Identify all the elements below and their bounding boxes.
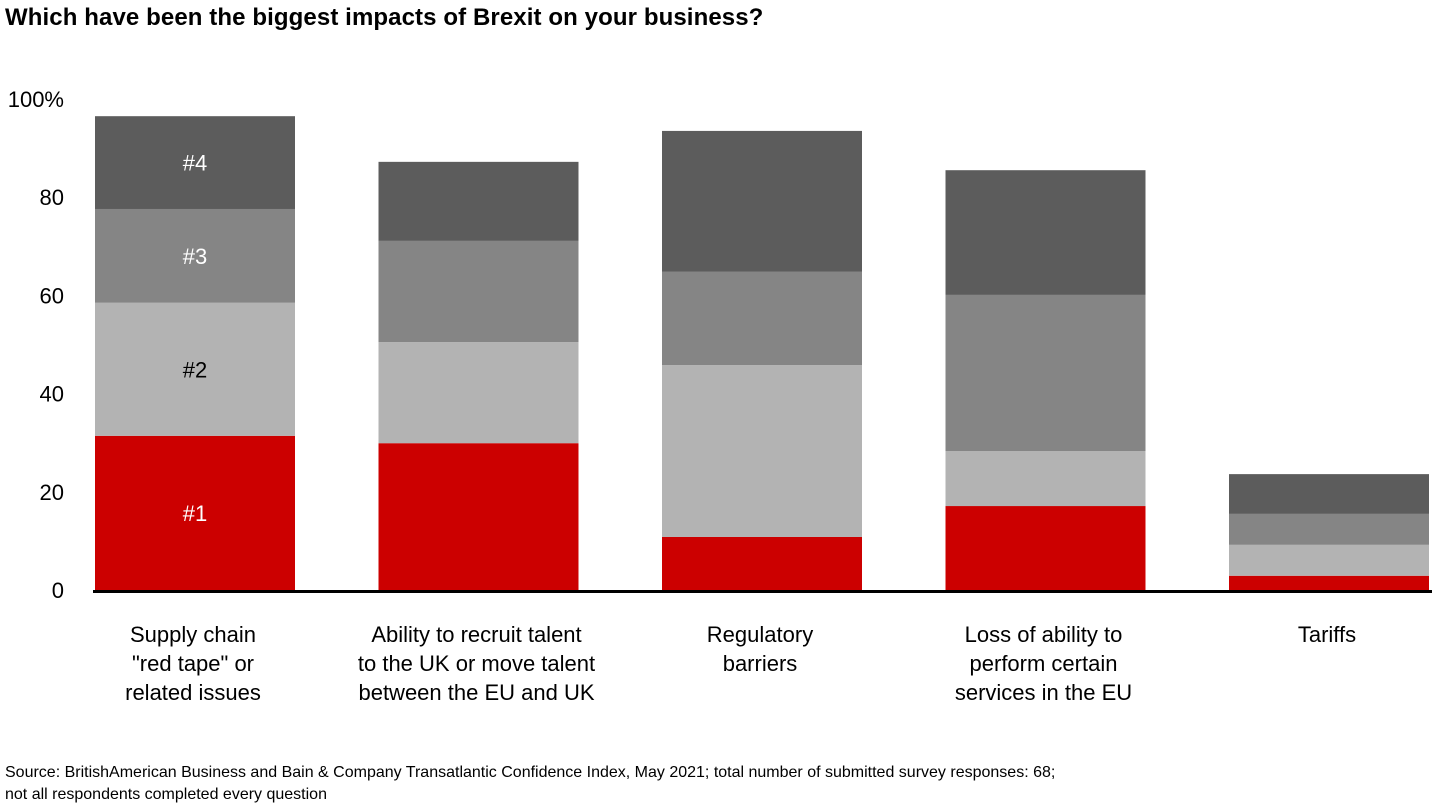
bar-segment-rank2	[1229, 544, 1429, 576]
y-tick-label: 40	[40, 382, 64, 407]
x-category-label-line: barriers	[723, 651, 798, 676]
y-tick-label: 0	[52, 578, 64, 603]
source-line-1: Source: BritishAmerican Business and Bai…	[5, 764, 1056, 781]
chart-title: Which have been the biggest impacts of B…	[5, 4, 764, 31]
bar-stack: #1 #2 #3 #4	[95, 116, 295, 590]
bar-segment-rank2	[95, 302, 295, 436]
x-category-label-line: Supply chain	[130, 622, 256, 647]
bar-segment-rank1	[945, 506, 1146, 590]
bar-segment-rank4	[662, 130, 862, 272]
source-line-2: not all respondents completed every ques…	[5, 786, 327, 803]
x-category-label-line: Regulatory	[707, 622, 813, 647]
bar-segment-rank2	[378, 342, 579, 444]
x-category-label-line: related issues	[125, 680, 261, 705]
x-category-label: Tariffs	[1298, 622, 1356, 647]
bar-segment-rank1	[1229, 575, 1429, 590]
bar-segment-rank1	[378, 443, 579, 590]
bar-segment-rank4	[945, 170, 1146, 295]
x-category-label-line: "red tape" or	[132, 651, 254, 676]
source-note: Source: BritishAmerican Business and Bai…	[5, 762, 1055, 806]
stacked-bar-chart: #1 #2 #3 #4 0 20 40 60 80 100% Supply chain "red …	[8, 87, 1432, 705]
segment-rank-label: #1	[183, 501, 207, 526]
x-category-label-line: perform certain	[970, 651, 1118, 676]
x-category-label: Regulatory barriers	[707, 622, 813, 676]
bar-stack	[1229, 474, 1429, 590]
bar-segment-rank3	[662, 271, 862, 366]
segment-rank-label: #3	[183, 244, 207, 269]
y-tick-label: 100%	[8, 87, 64, 112]
bar-stack	[378, 161, 579, 590]
bar-segment-rank1	[662, 536, 862, 590]
x-axis-labels: Supply chain "red tape" or related issues A…	[125, 622, 1356, 705]
x-category-label: Loss of ability to perform certain service…	[955, 622, 1132, 705]
y-tick-label: 80	[40, 185, 64, 210]
bar-segment-rank4	[378, 161, 579, 241]
x-category-label-line: to the UK or move talent	[358, 651, 595, 676]
bar-stack	[945, 170, 1146, 590]
bar-segment-rank2	[945, 451, 1146, 507]
segment-rank-label: #2	[183, 357, 207, 382]
y-axis-ticks: 0 20 40 60 80 100%	[8, 87, 64, 603]
bar-segment-rank3	[95, 208, 295, 303]
bar-segment-rank4	[1229, 474, 1429, 514]
bar-stack	[662, 130, 862, 590]
bar-segment-rank3	[945, 294, 1146, 452]
segment-rank-label: #4	[183, 151, 207, 176]
bars-layer: #1 #2 #3 #4	[95, 116, 1429, 590]
bar-segment-rank3	[378, 240, 579, 343]
x-category-label-line: Tariffs	[1298, 622, 1356, 647]
x-category-label-line: Ability to recruit talent	[371, 622, 581, 647]
bar-segment-rank4	[95, 116, 295, 209]
x-category-label: Ability to recruit talent to the UK or mo…	[358, 622, 595, 705]
x-category-label-line: Loss of ability to	[965, 622, 1123, 647]
bar-segment-rank1	[95, 435, 295, 590]
x-category-label-line: between the EU and UK	[358, 680, 594, 705]
bar-segment-rank3	[1229, 513, 1429, 545]
y-tick-label: 60	[40, 283, 64, 308]
y-tick-label: 20	[40, 480, 64, 505]
x-category-label: Supply chain "red tape" or related issues	[125, 622, 261, 705]
bar-segment-rank2	[662, 365, 862, 537]
x-category-label-line: services in the EU	[955, 680, 1132, 705]
